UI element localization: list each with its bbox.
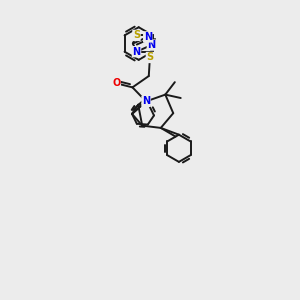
Text: N: N [142,96,150,106]
Text: S: S [146,52,154,62]
Text: N: N [147,40,155,50]
Text: N: N [144,32,152,42]
Text: N: N [132,47,141,57]
Text: O: O [112,78,120,88]
Text: S: S [133,30,140,40]
